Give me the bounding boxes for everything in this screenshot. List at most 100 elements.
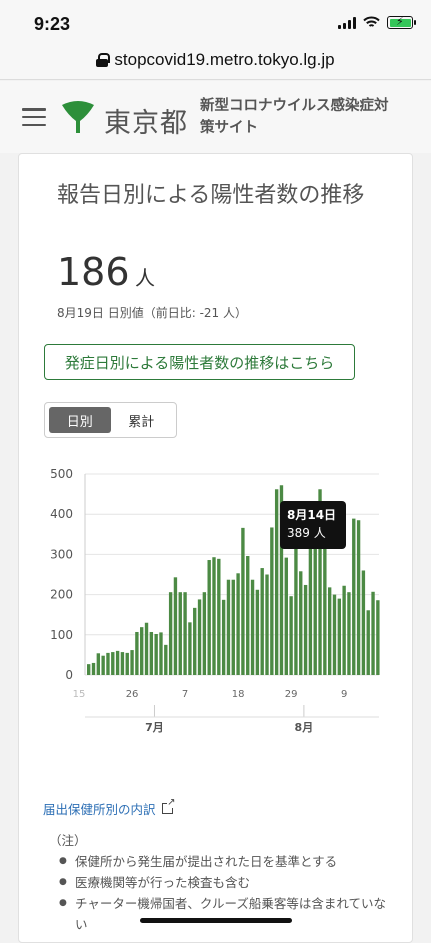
note-item: 保健所から発生届が提出された日を基準とする (59, 851, 389, 872)
battery-icon: ⚡ (387, 15, 416, 29)
bar (289, 596, 293, 675)
bar (140, 627, 144, 675)
bar (352, 518, 356, 675)
bar (250, 579, 255, 675)
bar (284, 557, 288, 675)
bar (323, 518, 327, 675)
x-tick-label: 15 (73, 689, 86, 700)
bar (279, 485, 284, 675)
note-item: チャーター機帰国者、クルーズ船乗客等は含まれていない (59, 893, 389, 935)
url-bar[interactable]: stopcovid19.metro.tokyo.lg.jp (0, 40, 431, 80)
bar (361, 570, 366, 675)
onset-date-link-button[interactable]: 発症日別による陽性者数の推移はこちら (44, 344, 355, 380)
bar (154, 633, 158, 675)
toggle-cumulative[interactable]: 累計 (128, 414, 155, 430)
status-icons: ⚡ (338, 15, 416, 29)
bar (376, 600, 380, 675)
bar (135, 631, 139, 675)
toggle-daily[interactable]: 日別 (49, 407, 111, 433)
bar (342, 585, 346, 675)
bar (337, 598, 341, 675)
bar (260, 568, 264, 675)
bar (178, 592, 182, 675)
y-tick-label: 300 (50, 547, 73, 561)
bar (274, 489, 279, 675)
site-header: 東京都 新型コロナウイルス感染症対策サイト (0, 81, 431, 153)
bar (173, 577, 178, 675)
bar (371, 591, 375, 675)
bar (111, 652, 115, 675)
x-tick-label: 26 (126, 689, 139, 700)
detail-link-label[interactable]: 届出保健所別の内訳 (43, 802, 156, 817)
bar (149, 631, 154, 675)
bar (115, 650, 120, 675)
health-center-breakdown-link[interactable]: 届出保健所別の内訳 (43, 798, 176, 818)
bar (130, 650, 134, 675)
y-tick-label: 100 (50, 628, 73, 642)
positive-count-value: 186 (57, 250, 130, 294)
bar (159, 632, 163, 675)
status-time: 9:23 (34, 14, 71, 34)
month-label: 8月 (295, 721, 314, 734)
bar (318, 489, 322, 675)
bar (231, 579, 235, 675)
chart-card: 報告日別による陽性者数の推移 186 人 8月19日 日別値（前日比: -21 … (18, 153, 413, 943)
tokyo-ginkgo-logo-icon (62, 101, 94, 133)
x-tick-label: 29 (285, 689, 298, 700)
tooltip-date: 8月14日 (287, 508, 337, 522)
home-indicator (140, 918, 292, 923)
note-item: 医療機関等が行った検査も含む (59, 872, 389, 893)
bar (125, 652, 129, 675)
bar (87, 664, 91, 675)
bar (183, 592, 187, 675)
chart-tooltip: 8月14日 389 人 (280, 501, 346, 549)
url-text[interactable]: stopcovid19.metro.tokyo.lg.jp (114, 49, 335, 69)
y-tick-label: 500 (50, 467, 73, 481)
bar (101, 655, 105, 675)
bar (144, 622, 149, 675)
bar (246, 556, 250, 675)
bar (327, 587, 332, 675)
bar (168, 592, 173, 675)
bar (303, 584, 308, 675)
y-tick-label: 0 (65, 668, 73, 682)
bar (270, 527, 274, 675)
lock-icon (96, 52, 111, 67)
bar (255, 589, 260, 675)
bar (347, 592, 351, 675)
menu-icon[interactable] (22, 108, 46, 126)
daily-cumulative-toggle: 日別 累計 (44, 402, 177, 438)
tooltip-value: 389 人 (287, 526, 326, 540)
cellular-signal-icon (338, 16, 356, 29)
logo-text[interactable]: 東京都 (104, 108, 188, 139)
bar (226, 579, 231, 675)
notes-heading: （注） (49, 833, 87, 848)
month-label: 7月 (145, 721, 164, 734)
wifi-icon (363, 16, 380, 27)
bar (106, 652, 110, 675)
bar (202, 592, 207, 675)
bar (207, 560, 211, 675)
card-title: 報告日別による陽性者数の推移 (57, 183, 365, 208)
bar (212, 557, 216, 675)
bar (120, 652, 125, 675)
bar (299, 571, 303, 675)
y-tick-label: 400 (50, 507, 73, 521)
positive-count-unit: 人 (135, 266, 155, 290)
positive-cases-bar-chart[interactable]: 0 100 200 300 400 500 15 26 7 18 29 9 7月 8月 (41, 464, 391, 754)
x-tick-label: 7 (182, 689, 188, 700)
x-tick-label: 18 (232, 689, 245, 700)
bar (217, 558, 221, 675)
bar (332, 594, 337, 675)
bar (193, 607, 197, 675)
bar (91, 662, 96, 675)
external-link-icon (161, 798, 176, 814)
bar (164, 644, 168, 675)
bar (197, 599, 202, 675)
site-title: 新型コロナウイルス感染症対策サイト (200, 98, 389, 136)
bar (265, 574, 269, 675)
status-bar: 9:23 ⚡ (0, 0, 431, 44)
bar (308, 530, 313, 675)
date-note: 8月19日 日別値（前日比: -21 人） (57, 306, 247, 320)
x-tick-label: 9 (341, 689, 347, 700)
